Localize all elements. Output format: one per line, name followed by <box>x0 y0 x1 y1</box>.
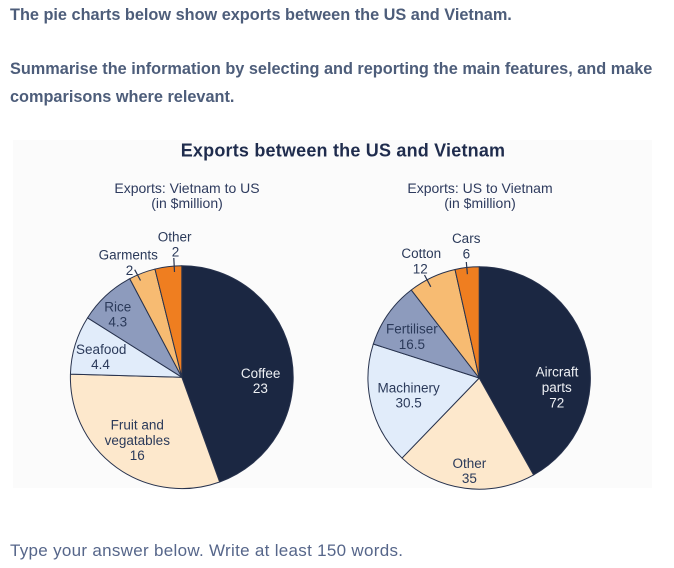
svg-text:Cars: Cars <box>452 231 481 246</box>
svg-text:vegatables: vegatables <box>105 433 171 448</box>
svg-text:Other: Other <box>453 456 487 471</box>
svg-text:Aircraft: Aircraft <box>536 365 579 380</box>
svg-text:Garments: Garments <box>99 248 159 263</box>
svg-text:30.5: 30.5 <box>395 396 421 411</box>
svg-text:Exports: Vietnam to US: Exports: Vietnam to US <box>114 180 259 196</box>
svg-text:Fertiliser: Fertiliser <box>386 322 438 337</box>
svg-text:23: 23 <box>253 381 268 396</box>
svg-text:(in $million): (in $million) <box>151 195 223 211</box>
svg-text:Other: Other <box>158 230 192 245</box>
svg-text:Machinery: Machinery <box>377 380 440 395</box>
svg-text:Coffee: Coffee <box>241 366 281 381</box>
svg-text:(in $million): (in $million) <box>444 195 516 211</box>
svg-text:Exports: US to Vietnam: Exports: US to Vietnam <box>407 180 552 196</box>
svg-text:72: 72 <box>549 395 564 410</box>
svg-text:Cotton: Cotton <box>401 246 441 261</box>
svg-text:parts: parts <box>542 380 572 395</box>
svg-text:16.5: 16.5 <box>399 337 425 352</box>
svg-text:12: 12 <box>413 262 428 277</box>
svg-text:Seafood: Seafood <box>76 342 126 357</box>
svg-text:Fruit and: Fruit and <box>111 418 164 433</box>
svg-text:Rice: Rice <box>104 299 131 314</box>
svg-text:2: 2 <box>126 263 134 278</box>
svg-text:2: 2 <box>172 245 180 260</box>
svg-text:4.3: 4.3 <box>108 315 127 330</box>
svg-text:4.4: 4.4 <box>91 357 110 372</box>
svg-text:35: 35 <box>462 471 477 486</box>
svg-text:Exports between the US and Vie: Exports between the US and Vietnam <box>181 141 506 161</box>
svg-text:6: 6 <box>463 246 471 261</box>
svg-text:16: 16 <box>130 448 145 463</box>
